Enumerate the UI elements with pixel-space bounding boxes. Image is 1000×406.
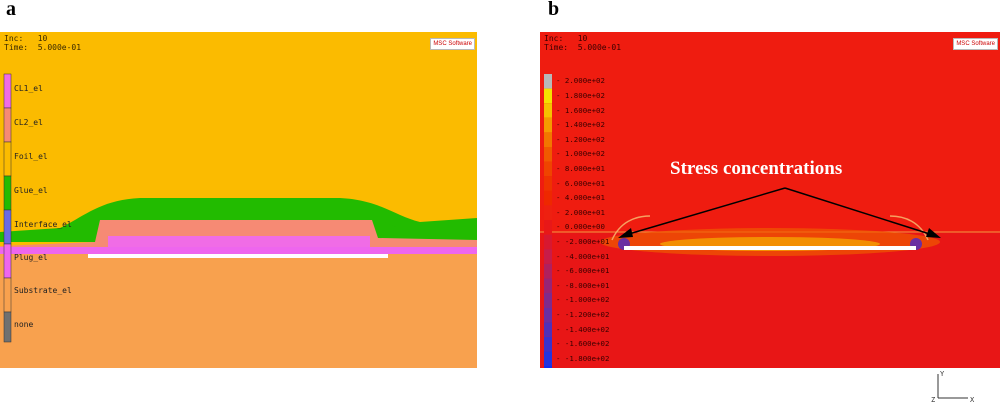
legend-label: Glue_el	[14, 186, 48, 195]
scale-label: - 1.000e+02	[556, 149, 605, 159]
panel-b-inc: Inc: 10	[544, 34, 588, 43]
legend-swatch-substrate	[3, 277, 12, 313]
left-corner-arc	[611, 215, 651, 241]
scale-label: - 1.600e+02	[556, 105, 605, 115]
panel-a-layers	[0, 73, 477, 368]
scale-label: - 6.000e+01	[556, 178, 605, 188]
arrow-right-head	[926, 228, 941, 238]
scale-label: - -8.000e+01	[556, 280, 610, 290]
scale-swatch	[544, 234, 552, 250]
scale-label: - 1.200e+02	[556, 134, 605, 144]
axis-x-label: X	[970, 396, 975, 404]
axis-y-label: Y	[940, 370, 945, 378]
legend-label: Foil_el	[14, 152, 48, 161]
legend-swatch-plug	[3, 243, 12, 279]
legend-label: CL2_el	[14, 118, 43, 127]
panel-b-contour	[540, 74, 1000, 368]
scale-swatch	[544, 205, 552, 220]
scale-label: - -1.600e+02	[556, 339, 610, 349]
foil-strip	[88, 254, 388, 258]
scale-swatch	[544, 190, 552, 206]
right-corner-arc	[889, 215, 929, 241]
scale-swatch	[544, 161, 552, 177]
scale-label: - 4.000e+01	[556, 193, 605, 203]
scale-swatch	[544, 132, 552, 147]
scale-swatch	[544, 322, 552, 337]
scale-label: - 2.000e+02	[556, 76, 605, 86]
scale-label: - -1.400e+02	[556, 324, 610, 334]
scale-swatch	[544, 278, 552, 293]
legend-label: none	[14, 320, 34, 329]
scale-swatch	[544, 307, 552, 323]
scale-swatch	[544, 74, 552, 89]
scale-label: - -2.000e+01	[556, 236, 610, 246]
scale-label: - -1.800e+02	[556, 353, 610, 363]
foil-strip	[624, 246, 916, 250]
panel-a-viewport: Inc: 10 Time: 5.000e-01 MSC Software CL1…	[0, 32, 477, 368]
arrow-left-head	[618, 228, 633, 238]
plug-layer	[0, 247, 477, 254]
legend-label: CL1_el	[14, 84, 43, 93]
scale-swatch	[544, 351, 552, 366]
scale-swatch	[544, 176, 552, 191]
panel-b-letter: b	[548, 0, 560, 20]
scale-label: - 0.000e+00	[556, 222, 605, 232]
msc-logo: MSC Software	[953, 38, 998, 50]
axis-triad: Y Z X	[931, 370, 975, 404]
arrow-left	[621, 187, 786, 237]
legend-swatch-foil	[3, 141, 12, 177]
legend-label: Interface_el	[14, 220, 72, 229]
scale-label: - 1.400e+02	[556, 120, 605, 130]
panel-b-time: Time: 5.000e-01	[544, 43, 622, 52]
scale-swatch	[544, 249, 552, 264]
legend-swatch-none	[3, 311, 12, 343]
scale-swatch	[544, 336, 552, 352]
layer-legend-bar	[3, 73, 12, 343]
legend-label: Plug_el	[14, 253, 48, 262]
scale-swatch	[544, 293, 552, 308]
legend-swatch-interface	[3, 209, 12, 245]
panel-a-inc: Inc: 10	[4, 34, 48, 43]
scale-swatch	[544, 366, 552, 368]
scale-label: - -6.000e+01	[556, 266, 610, 276]
panel-a-time: Time: 5.000e-01	[4, 43, 82, 52]
scale-swatch	[544, 147, 552, 162]
substrate-region	[0, 254, 477, 368]
axis-z-label: Z	[931, 396, 935, 404]
legend-swatch-glue	[3, 175, 12, 211]
scale-swatch	[544, 88, 552, 104]
scale-swatch	[544, 103, 552, 118]
msc-logo: MSC Software	[430, 38, 475, 50]
scale-label: - -4.000e+01	[556, 251, 610, 261]
scale-swatch	[544, 117, 552, 133]
panel-b-viewport: Inc: 10 Time: 5.000e-01 MSC Software - 2…	[540, 32, 1000, 368]
stress-scale-bar	[544, 74, 552, 368]
legend-label: Substrate_el	[14, 286, 72, 295]
scale-label: - 1.800e+02	[556, 90, 605, 100]
scale-label: - 2.000e+01	[556, 207, 605, 217]
stress-concentrations-label: Stress concentrations	[670, 158, 843, 179]
scale-swatch	[544, 220, 552, 235]
scale-label: - -1.000e+02	[556, 295, 610, 305]
scale-swatch	[544, 263, 552, 279]
legend-swatch-cl2	[3, 107, 12, 143]
panel-a-letter: a	[6, 0, 16, 20]
legend-swatch-cl1	[3, 73, 12, 109]
scale-label: - 8.000e+01	[556, 163, 605, 173]
cl1-layer	[108, 236, 370, 248]
scale-label: - -1.200e+02	[556, 309, 610, 319]
arrow-right	[784, 187, 937, 237]
